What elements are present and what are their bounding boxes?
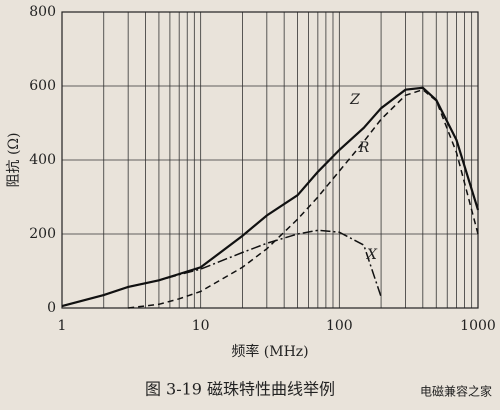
y-tick-label: 0 bbox=[47, 300, 56, 316]
x-tick-label: 100 bbox=[326, 318, 353, 334]
y-tick-label: 400 bbox=[29, 152, 56, 168]
line-R bbox=[128, 88, 479, 309]
y-tick-label: 800 bbox=[29, 4, 56, 20]
y-tick-label: 200 bbox=[29, 226, 56, 242]
x-tick-label: 1000 bbox=[460, 318, 496, 334]
x-tick-label: 10 bbox=[192, 318, 210, 334]
x-axis-label: 频率 (MHz) bbox=[231, 343, 308, 360]
caption: 图 3-19 磁珠特性曲线举例 bbox=[145, 380, 335, 399]
y-tick-label: 600 bbox=[29, 78, 56, 94]
series-label: Z bbox=[349, 92, 360, 108]
watermark: 电磁兼容之家 bbox=[420, 384, 492, 399]
plot-frame bbox=[61, 11, 479, 309]
x-tick-label: 1 bbox=[58, 318, 67, 334]
series-label: R bbox=[358, 140, 370, 156]
series-label: X bbox=[366, 247, 378, 263]
y-axis-label: 阻抗 (Ω) bbox=[6, 133, 22, 188]
line-X bbox=[61, 229, 382, 307]
line-Z bbox=[61, 86, 480, 308]
